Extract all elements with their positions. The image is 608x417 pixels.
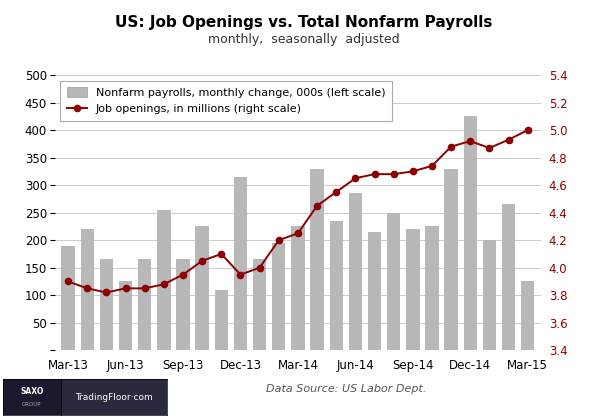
Bar: [444, 168, 458, 350]
Bar: [272, 243, 286, 350]
Text: Data Source: US Labor Dept.: Data Source: US Labor Dept.: [266, 384, 427, 394]
Bar: [253, 259, 266, 350]
Text: SAXO: SAXO: [20, 387, 44, 397]
Text: TradingFloor·com: TradingFloor·com: [75, 393, 153, 402]
Bar: [176, 259, 190, 350]
Bar: [463, 116, 477, 350]
Bar: [157, 210, 171, 350]
Bar: [368, 232, 381, 350]
Bar: [348, 193, 362, 350]
Bar: [215, 290, 228, 350]
Bar: [233, 177, 247, 350]
Bar: [521, 281, 534, 350]
Bar: [100, 259, 113, 350]
Legend: Nonfarm payrolls, monthly change, 000s (left scale), Job openings, in millions (: Nonfarm payrolls, monthly change, 000s (…: [60, 80, 392, 121]
Text: GROUP: GROUP: [22, 402, 42, 407]
Bar: [138, 259, 151, 350]
Bar: [291, 226, 305, 350]
Bar: [502, 204, 515, 350]
Text: US: Job Openings vs. Total Nonfarm Payrolls: US: Job Openings vs. Total Nonfarm Payro…: [116, 15, 492, 30]
Bar: [330, 221, 343, 350]
Bar: [387, 213, 401, 350]
Bar: [119, 281, 133, 350]
Bar: [406, 229, 420, 350]
Bar: [61, 246, 75, 350]
Bar: [483, 240, 496, 350]
Bar: [425, 226, 438, 350]
Bar: [81, 229, 94, 350]
Text: monthly,  seasonally  adjusted: monthly, seasonally adjusted: [208, 33, 400, 46]
Bar: [310, 168, 324, 350]
Bar: [195, 226, 209, 350]
